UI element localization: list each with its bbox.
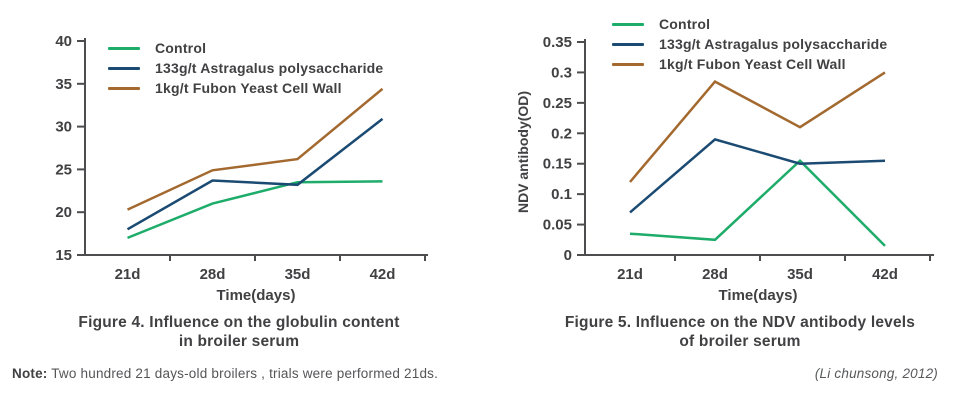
x-tick-label: 42d (370, 266, 396, 283)
series-line-1kg/t (629, 71, 886, 183)
fubon-line-swatch (108, 86, 140, 90)
y-tick-label: 0.25 (543, 95, 572, 112)
legend-label-control: Control (155, 40, 207, 56)
globulin-line-chart: 15 20 25 30 35 40 21d 28d 35d 42d Time(days) (55, 33, 428, 304)
control-line-swatch (108, 46, 140, 50)
y-tick-label: 0.3 (551, 64, 572, 81)
y-tick-label: 35 (55, 76, 72, 93)
x-tick-label: 35d (285, 266, 311, 283)
legend-item-astragalus: 133g/t Astragalus polysaccharide (108, 58, 383, 78)
y-tick-label: 25 (55, 161, 72, 178)
legend-item-fubon: 1kg/t Fubon Yeast Cell Wall (108, 78, 383, 98)
y-tick-label: 0.1 (551, 186, 572, 203)
x-axis-title: Time(days) (719, 287, 798, 304)
legend-item-fubon: 1kg/t Fubon Yeast Cell Wall (612, 54, 887, 74)
figure-4: 15 20 25 30 35 40 21d 28d 35d 42d Time(days) Contr… (0, 0, 478, 352)
series-line-1kg/t (126, 87, 384, 211)
x-tick-label: 35d (787, 266, 813, 283)
legend-item-astragalus: 133g/t Astragalus polysaccharide (612, 34, 887, 54)
y-tick-label: 30 (55, 119, 72, 136)
y-tick-label: 0 (564, 247, 572, 264)
legend-label-fubon: 1kg/t Fubon Yeast Cell Wall (659, 56, 846, 72)
x-tick-label: 28d (702, 266, 728, 283)
footer: Note: Two hundred 21 days-old broilers ,… (0, 366, 956, 381)
figure4-chart: 15 20 25 30 35 40 21d 28d 35d 42d Time(days) Contr… (0, 0, 478, 308)
figure5-legend: Control 133g/t Astragalus polysaccharide… (612, 14, 887, 74)
y-tick-label: 0.2 (551, 125, 572, 142)
legend-item-control: Control (612, 14, 887, 34)
figure5-chart: 0 0.05 0.1 0.15 0.2 0.25 0.3 0.35 21d 28d 35d 42d Ti… (478, 0, 956, 308)
figure5-caption-line1: Figure 5. Influence on the NDV antibody … (564, 314, 916, 331)
series-line-control (127, 180, 383, 240)
figure4-caption-line2: in broiler serum (178, 332, 300, 350)
series-line-133g/t (126, 117, 384, 231)
legend-label-astragalus: 133g/t Astragalus polysaccharide (155, 60, 384, 76)
figure-5: 0 0.05 0.1 0.15 0.2 0.25 0.3 0.35 21d 28d 35d 42d Ti… (478, 0, 956, 352)
citation: (Li chunsong, 2012) (814, 365, 938, 381)
y-tick-label: 40 (55, 33, 72, 50)
astragalus-line-swatch (108, 66, 140, 70)
figure4-legend: Control 133g/t Astragalus polysaccharide… (108, 38, 383, 98)
astragalus-line-swatch (612, 42, 644, 46)
y-tick-label: 0.15 (543, 156, 572, 173)
series-line-control (629, 158, 886, 247)
note-label: Note: (12, 365, 48, 381)
figures-row: 15 20 25 30 35 40 21d 28d 35d 42d Time(days) Contr… (0, 0, 956, 352)
figure4-caption: Figure 4. Influence on the globulin cont… (0, 314, 478, 352)
x-tick-label: 21d (617, 266, 643, 283)
legend-label-control: Control (659, 16, 711, 32)
figure4-caption-line1: Figure 4. Influence on the globulin cont… (78, 314, 400, 331)
note-body: Two hundred 21 days-old broilers , trial… (51, 365, 439, 381)
x-axis-title: Time(days) (217, 287, 296, 304)
y-tick-label: 20 (55, 204, 72, 221)
note-text: Note: Two hundred 21 days-old broilers ,… (12, 366, 438, 381)
legend-label-fubon: 1kg/t Fubon Yeast Cell Wall (155, 80, 342, 96)
series-line-133g/t (629, 138, 886, 214)
ndv-antibody-line-chart: 0 0.05 0.1 0.15 0.2 0.25 0.3 0.35 21d 28d 35d 42d Ti… (515, 34, 934, 304)
x-tick-label: 28d (200, 266, 226, 283)
control-line-swatch (612, 22, 644, 26)
y-tick-label: 0.05 (543, 217, 572, 234)
y-tick-label: 15 (55, 247, 72, 264)
y-tick-label: 0.35 (543, 34, 572, 51)
figure5-caption: Figure 5. Influence on the NDV antibody … (501, 314, 956, 352)
x-tick-label: 21d (115, 266, 141, 283)
y-axis-title: NDV antibody(OD) (515, 91, 531, 213)
legend-label-astragalus: 133g/t Astragalus polysaccharide (659, 36, 888, 52)
x-tick-label: 42d (872, 266, 898, 283)
figure5-caption-line2: of broiler serum (679, 332, 801, 350)
legend-item-control: Control (108, 38, 383, 58)
fubon-line-swatch (612, 62, 644, 66)
